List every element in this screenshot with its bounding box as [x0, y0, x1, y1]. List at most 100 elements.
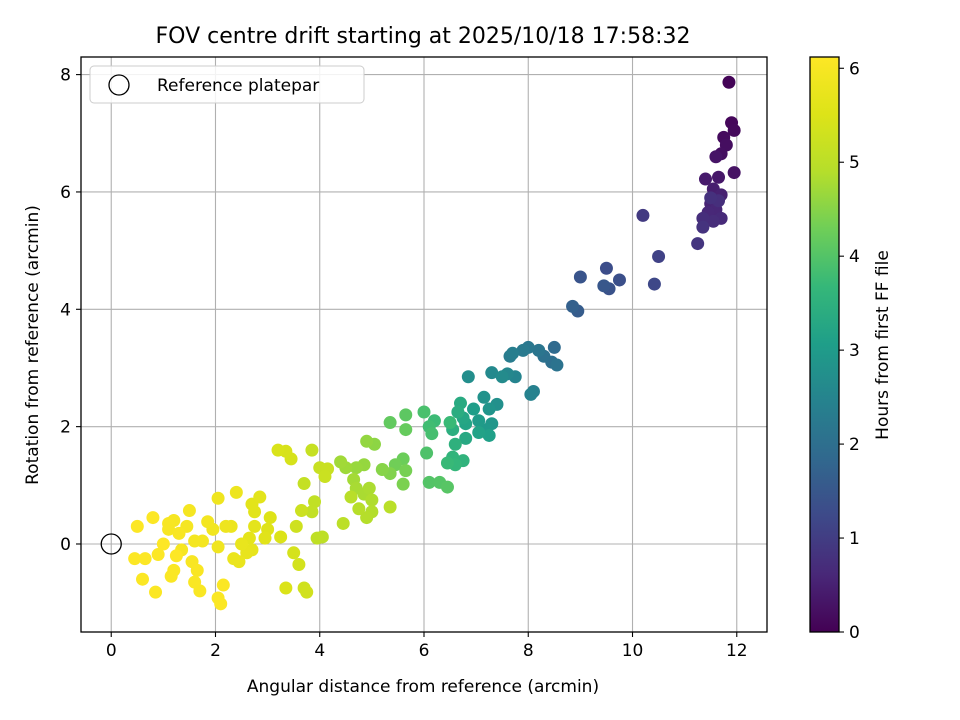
data-point [722, 75, 736, 89]
y-axis-ticks: 0 2 4 6 8 [60, 66, 81, 555]
data-point [297, 477, 311, 491]
data-point [352, 502, 366, 516]
colorbar-ticks: 0 1 2 3 4 5 6 [839, 59, 860, 643]
reference-platepar-marker [100, 533, 122, 555]
data-point [706, 214, 720, 228]
data-point [698, 172, 712, 186]
data-point [219, 519, 233, 533]
data-point [201, 515, 215, 529]
data-point [136, 572, 150, 586]
data-point [727, 166, 741, 180]
data-point [300, 585, 314, 599]
data-point [128, 552, 142, 566]
colorbar-tick-label: 3 [849, 341, 860, 361]
data-point [318, 470, 332, 484]
data-point [399, 423, 413, 437]
y-tick-label: 0 [60, 535, 71, 555]
colorbar-tick-label: 6 [849, 59, 860, 79]
data-point [164, 569, 178, 583]
data-point [451, 405, 465, 419]
data-point [383, 500, 397, 514]
chart-title: FOV centre drift starting at 2025/10/18 … [156, 24, 691, 49]
data-point [396, 477, 410, 491]
legend-label-reference: Reference platepar [157, 76, 319, 96]
data-point [344, 490, 358, 504]
data-point [425, 427, 439, 441]
data-point [612, 273, 626, 287]
data-point [477, 390, 491, 404]
data-point [704, 191, 718, 205]
data-point [516, 343, 530, 357]
data-point [138, 552, 152, 566]
data-point [399, 408, 413, 422]
data-point [162, 516, 176, 530]
data-point [448, 437, 462, 451]
data-point [279, 581, 293, 595]
x-tick-label: 10 [622, 641, 644, 661]
data-point [573, 270, 587, 284]
data-point [399, 464, 413, 478]
data-point [550, 358, 564, 372]
data-point [727, 123, 741, 137]
data-point [709, 150, 723, 164]
x-axis-label: Angular distance from reference (arcmin) [247, 677, 599, 697]
data-point [443, 416, 457, 430]
data-point [295, 504, 308, 518]
data-point [258, 531, 272, 545]
data-point [216, 578, 230, 592]
data-point [417, 405, 431, 419]
data-point [310, 531, 324, 545]
data-point [597, 279, 611, 293]
data-point [289, 519, 303, 533]
y-tick-label: 4 [60, 300, 71, 320]
data-point [305, 443, 319, 457]
colorbar-tick-label: 5 [849, 153, 860, 173]
data-point [211, 491, 225, 505]
data-point [263, 511, 277, 525]
legend: Reference platepar [89, 65, 365, 104]
data-point [169, 549, 183, 563]
colorbar-tick-label: 0 [849, 623, 860, 643]
data-point [422, 475, 436, 489]
data-point [365, 493, 379, 507]
data-point [274, 530, 288, 544]
data-point [506, 346, 520, 360]
colorbar-label: Hours from first FF file [873, 250, 893, 440]
data-point [229, 485, 243, 499]
legend-box [89, 65, 365, 104]
data-point [647, 277, 661, 291]
data-point [151, 548, 165, 562]
data-point [472, 426, 486, 440]
data-point [227, 552, 241, 566]
data-point [566, 299, 580, 313]
data-point [599, 261, 613, 275]
x-tick-label: 8 [523, 641, 534, 661]
data-point [495, 370, 509, 384]
data-point [652, 249, 666, 263]
data-points [128, 75, 741, 611]
data-point [287, 546, 301, 560]
colorbar-tick-label: 1 [849, 529, 860, 549]
data-point [485, 366, 499, 380]
data-point [248, 519, 262, 533]
x-axis-ticks: 0 2 4 6 8 10 12 [106, 632, 748, 661]
data-point [235, 537, 249, 551]
data-point [172, 526, 186, 540]
x-tick-label: 2 [210, 641, 221, 661]
data-point [482, 402, 496, 416]
data-point [532, 343, 546, 357]
legend-marker-reference [108, 74, 130, 96]
data-point [182, 504, 196, 518]
reference-marker-group [100, 533, 122, 555]
data-point [547, 340, 561, 354]
data-point [636, 208, 650, 222]
y-axis-label: Rotation from reference (arcmin) [23, 205, 43, 485]
data-point [459, 431, 473, 445]
colorbar-tick-label: 2 [849, 435, 860, 455]
data-point [149, 585, 163, 599]
data-point [420, 446, 434, 460]
x-tick-label: 6 [419, 641, 430, 661]
data-point [211, 540, 225, 554]
y-tick-label: 8 [60, 66, 71, 86]
